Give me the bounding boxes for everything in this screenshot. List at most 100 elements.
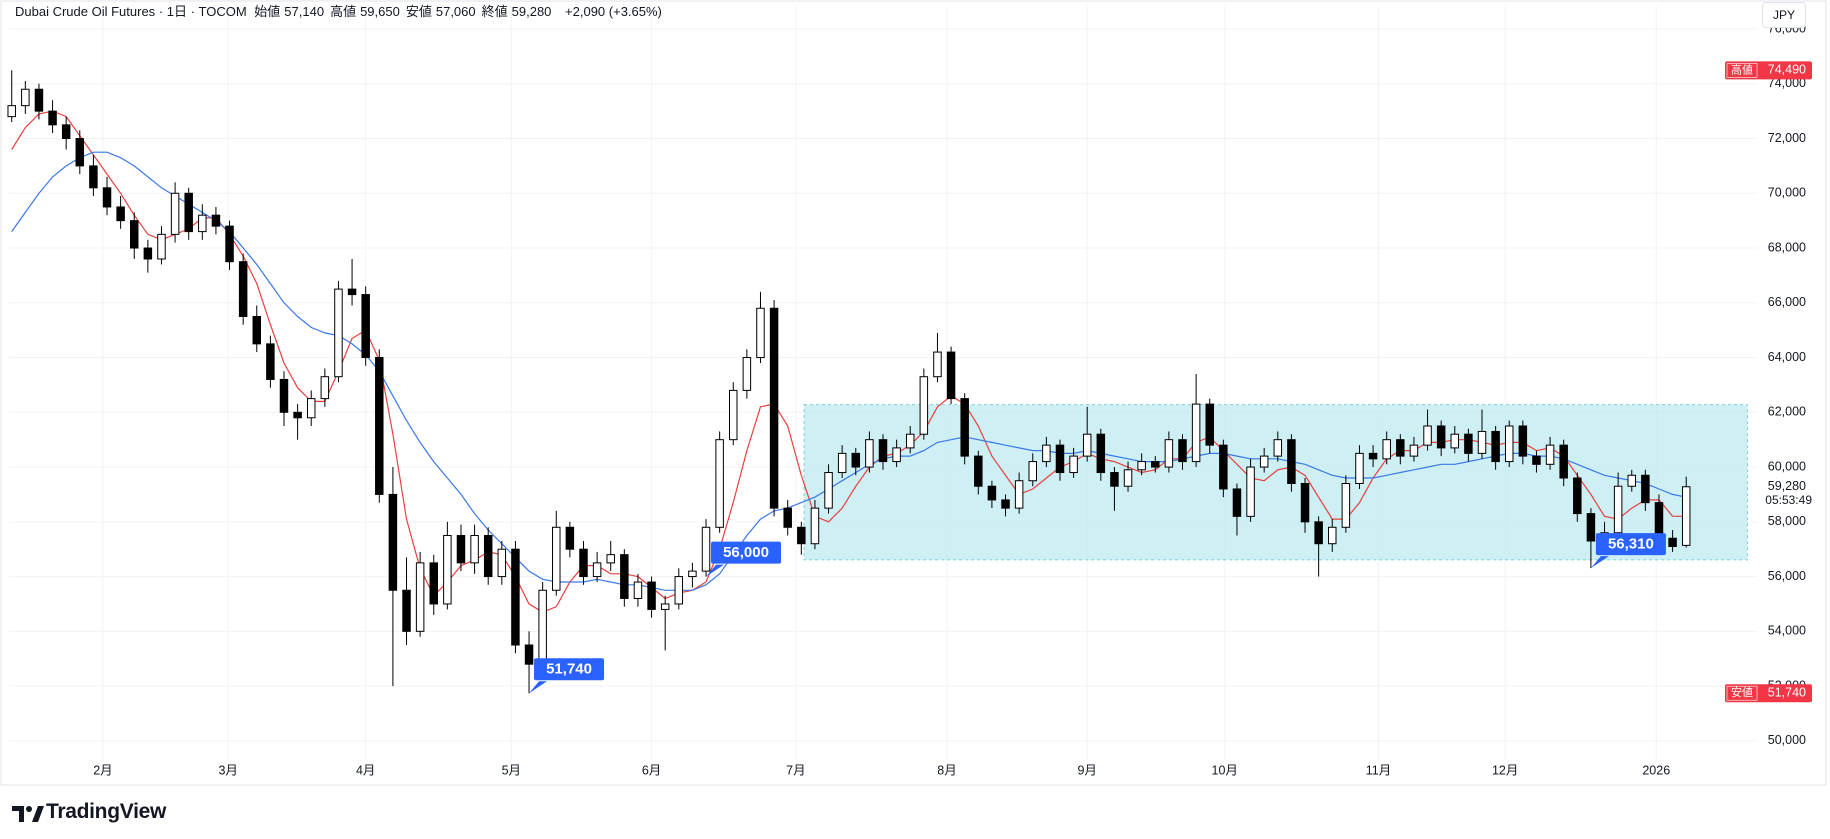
candle-body [48,110,57,126]
candle-body [620,554,629,599]
candle-body [279,378,289,413]
candle-body [306,398,316,419]
candle-body [1055,444,1065,474]
candle-body [293,411,302,419]
candle-body [565,526,575,550]
candle-body [1314,521,1323,545]
candle-body [170,192,180,235]
candle-body [402,589,411,632]
candle-body [34,88,44,112]
legend-label: 高値 [330,4,357,19]
candle-body [1082,433,1092,457]
candle-body [388,493,398,591]
candle-body [647,581,656,610]
y-tick-label: 70,000 [1768,186,1806,200]
x-tick-label: 2月 [93,763,112,777]
candle-body [756,307,765,359]
ma-layer [11,110,1687,613]
candle-body [1504,425,1514,463]
x-tick-label: 2026 [1642,763,1670,777]
legend-label: 終値 [481,4,508,19]
low-marker: 安値 51,740 [1725,684,1812,703]
logo-mark [26,806,32,812]
candle-body [130,220,139,249]
candle-body [1627,474,1636,487]
marker-label: 高値 [1731,62,1753,76]
candle-body [1151,461,1160,468]
candle-body [1287,439,1296,484]
candle-body [810,507,820,545]
ohlc-legend: 始値 57,140 高値 59,650 安値 57,060 終値 59,280 [254,4,557,19]
candle-body [579,548,588,578]
candle-body [606,554,615,564]
candle-body [919,376,929,435]
candle-body [116,206,125,222]
candle-body [1382,439,1391,460]
candle-body [1246,466,1255,517]
candle-body [824,472,833,509]
candles [7,70,1691,694]
candle-body [375,357,384,495]
candle-body [1668,537,1677,547]
candle-body [933,351,942,378]
candle-body [102,187,112,208]
candle-body [633,581,643,599]
marker-label-bg [1726,685,1758,701]
candle-body [184,192,193,233]
annotations: 51,740 56,000 56,310 [529,533,1666,694]
brand: TradingView [46,800,167,823]
candle-body [1477,430,1487,454]
candle-body [1355,452,1364,484]
candle-body [429,562,438,605]
candle-body [1464,433,1473,454]
y-tick-label: 64,000 [1768,350,1806,364]
candle-body [715,439,724,528]
candle-body [415,562,425,632]
candle-body [198,214,207,233]
candle-body [1341,482,1351,528]
callout-pointer [1590,556,1609,569]
candle-body [742,357,752,391]
x-tick-label: 10月 [1212,763,1238,777]
x-tick-label: 3月 [218,763,237,777]
callout-box [711,541,782,564]
axis: 50,00052,00054,00056,00058,00060,00062,0… [93,21,1812,777]
candle-body [974,455,983,487]
candle-body [1545,444,1555,465]
candle-body [1491,430,1500,463]
candle-body [1137,461,1146,471]
x-tick-label: 11月 [1366,763,1391,777]
candle-body [851,452,861,468]
candle-body [1300,482,1310,523]
marker-value: 74,490 [1768,63,1806,77]
y-tick-label: 62,000 [1768,405,1806,419]
candle-body [797,526,806,545]
candle-body [524,644,534,665]
high-marker: 高値 74,490 [1725,61,1812,80]
countdown: 05:53:49 [1765,493,1812,507]
candle-body [334,288,343,378]
logo-mark [12,806,24,822]
candle-body [211,214,221,227]
currency-button[interactable]: JPY [1762,2,1806,28]
grid [9,6,1757,760]
candle-body [729,389,738,441]
candle-body [660,603,670,610]
candle-body [497,548,507,578]
legend-label: 安値 [405,4,432,19]
candle-body [1573,477,1582,515]
symbol-header: Dubai Crude Oil Futures · 1日 · TOCOM 始値 5… [15,3,666,21]
candle-body [892,447,901,463]
candle-body [75,138,85,167]
candle-body [266,343,275,380]
legend-value: 59,650 [360,4,400,19]
marker-label: 安値 [1731,686,1753,699]
x-tick-label: 8月 [937,763,956,777]
candle-body [960,398,969,457]
low-callout: 51,740 [529,658,605,694]
candle-body [89,165,98,189]
candle-body [1586,513,1596,542]
candle-body [946,351,956,400]
marker-label-bg [1726,63,1758,78]
